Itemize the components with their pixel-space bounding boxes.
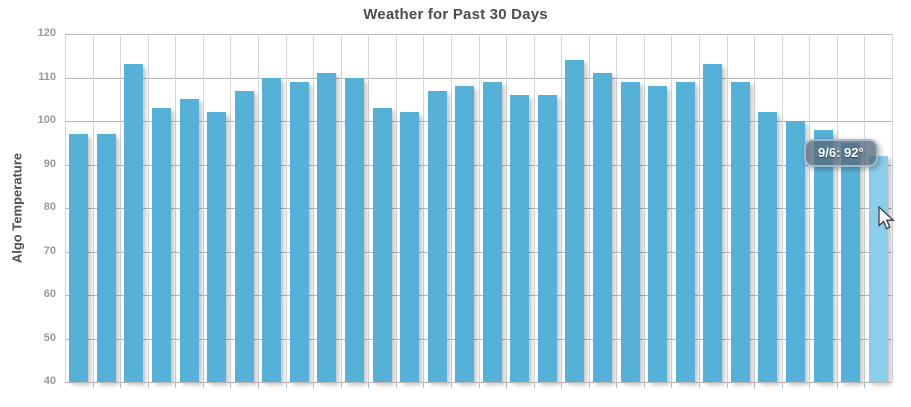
y-tick-label: 90 bbox=[43, 157, 56, 170]
x-tick-mark bbox=[864, 383, 866, 388]
chart-bar[interactable] bbox=[648, 86, 668, 382]
v-gridline bbox=[892, 34, 893, 382]
chart-bar[interactable] bbox=[427, 90, 447, 382]
x-tick-mark bbox=[671, 383, 673, 388]
x-tick-mark bbox=[588, 383, 590, 388]
x-tick-mark bbox=[754, 383, 756, 388]
h-gridline bbox=[65, 164, 892, 166]
chart-bar[interactable] bbox=[455, 86, 475, 382]
chart-bar[interactable] bbox=[841, 142, 861, 382]
y-tick-label: 70 bbox=[43, 244, 56, 257]
y-tick-label: 110 bbox=[38, 70, 56, 83]
chart-bar[interactable] bbox=[593, 73, 613, 382]
y-tick-label: 40 bbox=[43, 375, 56, 387]
y-tick-label: 60 bbox=[43, 288, 56, 300]
x-tick-mark bbox=[257, 383, 259, 388]
chart-bar[interactable] bbox=[565, 60, 585, 382]
x-tick-mark bbox=[781, 383, 783, 388]
chart-bar[interactable] bbox=[620, 81, 640, 382]
x-tick-mark bbox=[726, 383, 728, 388]
plot-area bbox=[65, 34, 893, 388]
x-tick-mark bbox=[616, 383, 618, 388]
x-tick-mark bbox=[533, 383, 535, 388]
x-tick-mark bbox=[313, 383, 315, 388]
chart-bar[interactable] bbox=[289, 81, 309, 382]
y-tick-label: 120 bbox=[37, 27, 56, 39]
x-tick-mark bbox=[643, 383, 645, 388]
chart-bar[interactable] bbox=[317, 73, 337, 382]
chart-bar[interactable] bbox=[537, 94, 557, 382]
chart-bar[interactable] bbox=[675, 81, 695, 382]
y-tick-label: 100 bbox=[37, 114, 56, 126]
x-tick-mark bbox=[478, 383, 480, 388]
chart-bar[interactable] bbox=[124, 64, 144, 382]
x-tick-mark bbox=[92, 383, 94, 388]
x-tick-mark bbox=[230, 383, 232, 388]
chart-bar[interactable] bbox=[179, 99, 199, 382]
chart-bar[interactable] bbox=[703, 64, 723, 382]
chart-bar[interactable] bbox=[234, 90, 254, 382]
x-tick-mark bbox=[120, 383, 122, 388]
h-gridline bbox=[65, 208, 892, 209]
x-tick-mark bbox=[506, 383, 508, 388]
chart-bar[interactable] bbox=[813, 129, 833, 382]
hover-tooltip: 9/6: 92° bbox=[804, 139, 878, 167]
x-tick-mark bbox=[836, 383, 838, 388]
x-tick-mark bbox=[340, 383, 342, 388]
x-tick-mark bbox=[809, 383, 811, 388]
chart-bar[interactable] bbox=[344, 77, 364, 382]
chart-title: Weather for Past 30 Days bbox=[363, 6, 548, 23]
h-gridline bbox=[65, 295, 892, 296]
h-gridline bbox=[65, 34, 892, 35]
chart-bar[interactable] bbox=[69, 134, 89, 382]
chart-bar[interactable] bbox=[510, 94, 530, 382]
x-tick-mark bbox=[699, 383, 701, 388]
x-tick-mark bbox=[147, 383, 149, 388]
chart-bar[interactable] bbox=[786, 121, 806, 382]
x-tick-mark bbox=[175, 383, 177, 388]
chart-bar[interactable] bbox=[96, 134, 116, 382]
chart-bar[interactable] bbox=[262, 77, 282, 382]
mouse-cursor-icon bbox=[877, 205, 897, 237]
x-tick-mark bbox=[423, 383, 425, 388]
chart-bar[interactable] bbox=[758, 112, 778, 382]
x-tick-mark bbox=[395, 383, 397, 388]
x-tick-mark bbox=[450, 383, 452, 388]
h-gridline bbox=[65, 338, 892, 340]
x-tick-mark bbox=[202, 383, 204, 388]
chart-bar[interactable] bbox=[151, 107, 171, 382]
h-gridline bbox=[65, 121, 892, 122]
x-tick-mark bbox=[368, 383, 370, 388]
y-tick-label: 50 bbox=[43, 331, 56, 344]
chart-bar[interactable] bbox=[730, 81, 750, 382]
y-tick-label: 80 bbox=[43, 201, 56, 213]
chart-bar[interactable] bbox=[482, 81, 502, 382]
chart-bar-highlighted[interactable] bbox=[868, 155, 888, 382]
x-tick-mark bbox=[285, 383, 287, 388]
x-axis-baseline bbox=[65, 382, 892, 383]
h-gridline bbox=[65, 77, 892, 79]
x-tick-mark bbox=[561, 383, 563, 388]
chart-bar[interactable] bbox=[372, 107, 392, 382]
chart-bar[interactable] bbox=[207, 112, 227, 382]
h-gridline bbox=[65, 251, 892, 253]
chart-bar[interactable] bbox=[400, 112, 420, 382]
